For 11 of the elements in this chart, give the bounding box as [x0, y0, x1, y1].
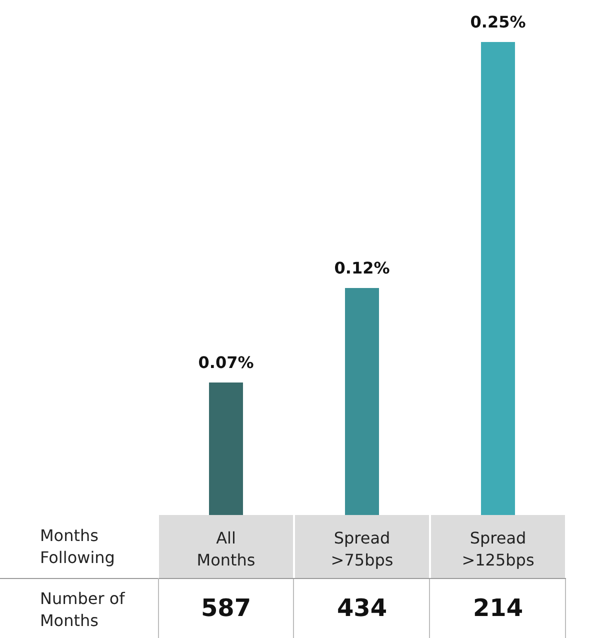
text: 587 — [200, 594, 252, 622]
x-tick-label: All Months — [196, 528, 256, 570]
text: 434 — [336, 594, 388, 622]
text: Number of Months — [40, 588, 126, 632]
x-tick-label: Spread >75bps — [330, 528, 394, 570]
text: 214 — [472, 594, 524, 622]
data-label: 0.07% — [198, 353, 254, 372]
data-label: 0.12% — [334, 258, 390, 278]
x-tick-label: Spread >125bps — [462, 528, 534, 570]
text: Months Following — [40, 525, 116, 569]
data-label: 0.25% — [470, 12, 526, 32]
